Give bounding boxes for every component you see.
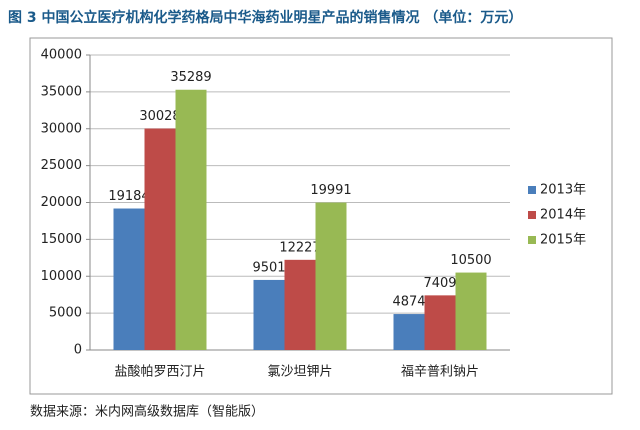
legend-swatch xyxy=(528,211,536,219)
bar xyxy=(455,272,487,350)
chart-title: 图 3 中国公立医疗机构化学药格局中华海药业明星产品的销售情况 （单位：万元） xyxy=(8,9,522,26)
bar xyxy=(144,128,176,350)
legend-label: 2014年 xyxy=(540,208,586,223)
data-label: 35289 xyxy=(170,70,211,85)
data-label: 19991 xyxy=(310,183,351,198)
bar xyxy=(393,314,425,350)
bar xyxy=(175,89,207,350)
source-note: 数据来源：米内网高级数据库（智能版） xyxy=(30,404,264,420)
y-tick-label: 20000 xyxy=(41,195,82,210)
x-tick-label: 氯沙坦钾片 xyxy=(267,365,332,380)
legend-label: 2013年 xyxy=(540,183,586,198)
data-label: 12227 xyxy=(279,240,320,255)
legend-swatch xyxy=(528,186,536,194)
y-tick-label: 5000 xyxy=(49,306,82,321)
data-label: 9501 xyxy=(252,260,285,275)
legend-swatch xyxy=(528,236,536,244)
bar xyxy=(284,259,316,350)
data-label: 7409 xyxy=(423,276,456,291)
x-tick-label: 福辛普利钠片 xyxy=(401,365,479,380)
legend-label: 2015年 xyxy=(540,233,586,248)
y-tick-label: 15000 xyxy=(41,232,82,247)
y-tick-label: 10000 xyxy=(41,269,82,284)
bar xyxy=(113,208,145,350)
data-label: 10500 xyxy=(450,253,491,268)
chart-frame xyxy=(29,37,613,395)
y-tick-label: 0 xyxy=(74,343,82,358)
y-tick-label: 35000 xyxy=(41,84,82,99)
bar xyxy=(424,295,456,350)
bar xyxy=(315,202,347,350)
data-label: 19184 xyxy=(108,189,149,204)
y-tick-label: 40000 xyxy=(41,48,82,63)
y-tick-label: 30000 xyxy=(41,121,82,136)
x-tick-label: 盐酸帕罗西汀片 xyxy=(114,365,205,380)
bar xyxy=(253,279,285,350)
y-tick-label: 25000 xyxy=(41,158,82,173)
data-label: 30028 xyxy=(139,109,180,124)
data-label: 4874 xyxy=(392,295,425,310)
